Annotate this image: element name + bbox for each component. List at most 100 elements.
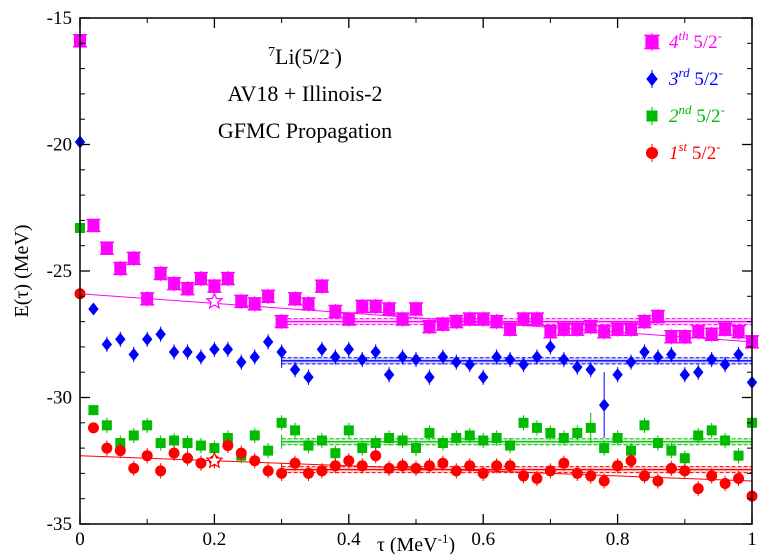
data-point — [368, 299, 383, 314]
data-point — [314, 279, 329, 293]
star-marker-bowtie — [504, 323, 517, 336]
annotation-nucleus-name: Li(5/2 — [275, 44, 330, 69]
data-point — [423, 460, 435, 472]
data-point — [719, 478, 731, 490]
annotation-close-paren: ) — [335, 44, 342, 69]
data-point — [397, 435, 408, 446]
data-point — [544, 465, 556, 477]
star-marker-core — [534, 316, 540, 322]
data-point — [679, 453, 690, 464]
data-point — [558, 457, 570, 469]
data-point — [382, 302, 397, 316]
data-point — [195, 440, 206, 451]
data-point — [652, 475, 664, 487]
data-point — [276, 417, 287, 428]
star-marker-core — [507, 326, 513, 332]
legend-state: 5/2 — [689, 32, 718, 53]
data-point — [86, 218, 101, 233]
data-point — [558, 353, 570, 367]
fit-line — [79, 293, 753, 343]
star-marker-core — [668, 333, 675, 340]
data-point — [505, 440, 516, 451]
data-point — [141, 450, 153, 462]
data-point — [666, 347, 677, 361]
data-point — [87, 422, 99, 434]
data-point — [169, 435, 180, 446]
data-point — [303, 370, 314, 384]
data-point — [384, 432, 395, 443]
data-point — [168, 345, 180, 359]
data-point — [155, 438, 166, 449]
star-marker-core — [466, 316, 473, 322]
legend-ordinal-suffix: th — [679, 28, 689, 43]
data-point — [182, 345, 193, 359]
data-point — [706, 470, 718, 482]
data-point — [652, 438, 663, 449]
star-marker-core — [359, 303, 366, 310]
data-point — [558, 432, 569, 443]
data-point — [370, 450, 382, 462]
star-marker-core — [386, 306, 392, 312]
data-point — [451, 432, 462, 443]
legend: 4th 5/2-3rd 5/2-2nd 5/2-1st 5/2- — [644, 28, 725, 164]
data-point — [193, 271, 208, 286]
data-point — [249, 430, 260, 441]
data-point — [180, 281, 195, 296]
data-point — [330, 350, 341, 364]
data-point — [409, 302, 423, 316]
star-marker-core — [372, 303, 379, 310]
y-tick-label: -20 — [47, 135, 72, 156]
data-point — [572, 360, 583, 374]
data-point — [222, 342, 234, 356]
data-point — [249, 350, 260, 364]
data-point — [570, 322, 585, 336]
data-point — [450, 465, 462, 477]
data-point — [720, 435, 731, 446]
data-point — [424, 370, 435, 384]
data-point — [168, 447, 180, 459]
data-point — [341, 312, 356, 326]
data-point — [357, 443, 368, 454]
star-marker-core — [144, 296, 150, 302]
x-tick-label: 1 — [747, 529, 757, 550]
data-point — [301, 297, 316, 311]
legend-item: 4th 5/2- — [644, 28, 722, 53]
data-point — [610, 322, 625, 336]
data-point — [612, 432, 623, 443]
legend-parity: - — [721, 102, 725, 117]
data-point — [88, 405, 99, 416]
star-marker-core — [184, 285, 191, 292]
data-point — [249, 455, 261, 467]
data-point — [612, 460, 624, 472]
star-marker-core — [426, 323, 433, 330]
data-point — [518, 417, 529, 428]
data-point — [531, 472, 543, 484]
data-point — [289, 457, 301, 469]
x-axis-title: τ (MeV-1) — [377, 531, 455, 554]
data-point — [677, 330, 692, 344]
data-point — [665, 462, 677, 474]
star-marker-core — [480, 316, 487, 322]
data-point — [598, 475, 610, 487]
data-point — [316, 435, 327, 446]
legend-ordinal: 2 — [669, 106, 679, 127]
legend-parity: - — [718, 28, 722, 43]
star-marker-core — [628, 326, 634, 332]
data-point — [126, 251, 141, 266]
data-point — [504, 353, 516, 367]
legend-label: 2nd 5/2- — [669, 102, 725, 127]
annotation-nucleus: 7Li(5/2-) — [268, 44, 342, 69]
data-point — [585, 470, 597, 482]
y-tick-label: -30 — [47, 388, 72, 409]
data-point — [503, 322, 518, 336]
data-point — [464, 430, 475, 441]
data-point — [733, 472, 745, 484]
data-point — [261, 289, 276, 304]
data-point — [410, 353, 422, 367]
data-point — [679, 465, 691, 477]
data-point — [625, 455, 637, 467]
data-point — [316, 342, 328, 356]
data-point — [276, 345, 287, 359]
data-point — [652, 350, 664, 364]
star-marker-core — [735, 328, 742, 335]
